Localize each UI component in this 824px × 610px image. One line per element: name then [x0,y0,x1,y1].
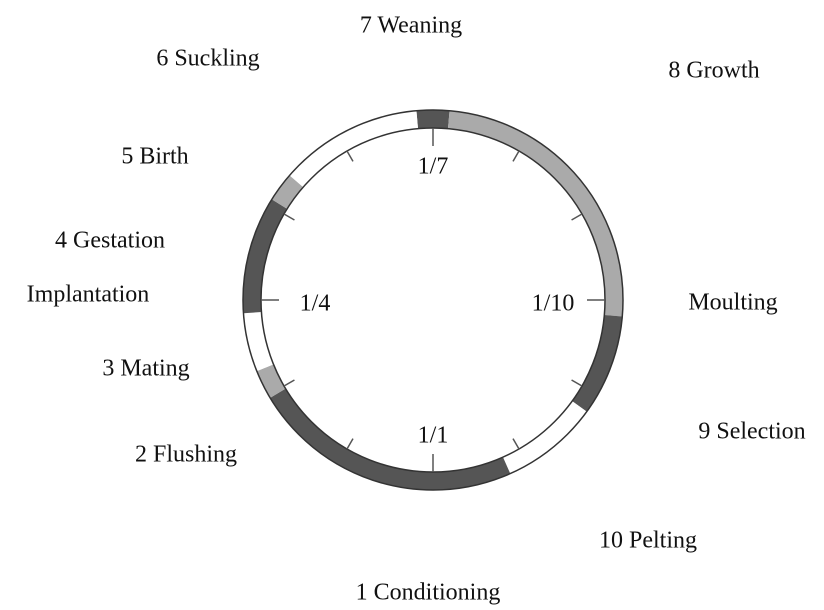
stage-label: 10 Pelting [599,528,697,554]
stage-label: 1 Conditioning [356,580,501,606]
date-label: 1/10 [532,291,575,317]
stage-label: 6 Suckling [156,46,259,72]
labels: 7 Weaning 6 Suckling 8 Growth 5 Birth 4 … [27,13,806,606]
stage-label: 7 Weaning [360,13,462,39]
ring-segment [289,110,419,188]
ring-segment [243,311,274,372]
date-label: 1/7 [418,154,449,180]
ring-outer [242,109,624,491]
ring-segment [256,364,286,398]
month-tick [346,150,354,162]
stage-label: Implantation [27,282,150,308]
ring-segment [416,110,450,129]
month-tick [571,379,583,387]
ring-segment [270,388,511,490]
month-tick [283,379,295,387]
month-tick [571,213,583,221]
stage-label: 3 Mating [102,356,189,382]
month-tick [512,150,520,162]
ring-segment [572,314,623,412]
stage-label: 2 Flushing [135,442,237,468]
ring [242,109,624,491]
stage-label: 5 Birth [121,144,188,170]
date-label: 1/1 [418,423,449,449]
date-label: 1/4 [300,291,331,317]
ring-segment [243,199,288,314]
month-tick [512,438,520,450]
ring-segment [271,175,304,209]
stage-label: Moulting [688,290,777,316]
stage-label: 4 Gestation [55,228,165,254]
ring-segment [502,400,587,474]
ring-segment [447,110,623,317]
stage-label: 9 Selection [698,419,805,445]
stage-label: 8 Growth [668,58,759,84]
month-tick [346,438,354,450]
month-tick [283,213,295,221]
